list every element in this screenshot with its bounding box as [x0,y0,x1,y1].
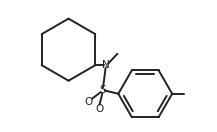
Text: O: O [84,97,92,107]
Text: N: N [102,60,110,70]
Text: S: S [99,86,106,95]
Text: O: O [95,104,104,114]
